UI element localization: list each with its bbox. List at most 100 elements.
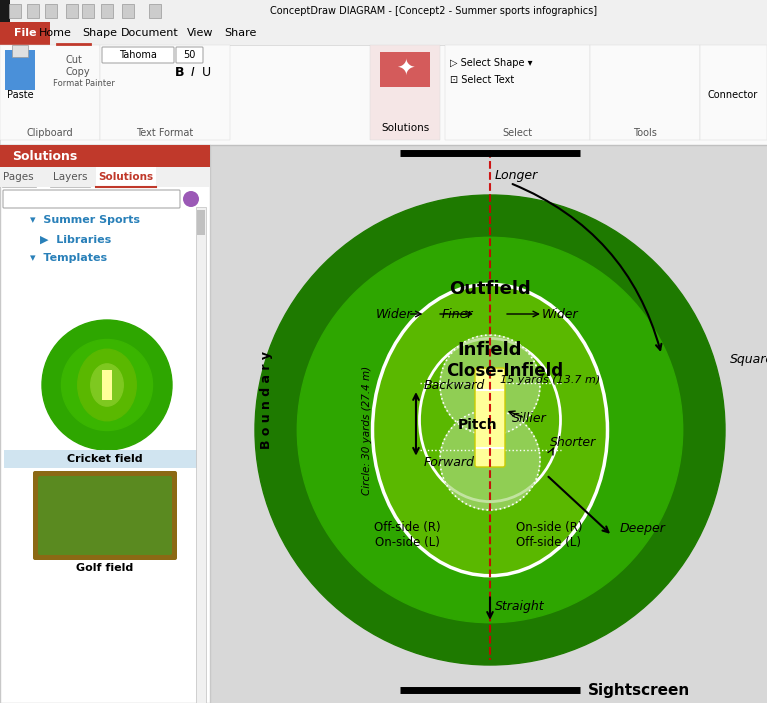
Bar — [100, 45, 230, 140]
Bar — [0, 45, 767, 145]
Text: Solutions: Solutions — [98, 172, 153, 182]
Bar — [9, 4, 21, 18]
Bar — [196, 207, 206, 703]
Text: Connector: Connector — [708, 90, 758, 100]
Text: 15 yards (13.7 m): 15 yards (13.7 m) — [500, 375, 601, 385]
Text: I: I — [191, 65, 195, 79]
Circle shape — [42, 320, 172, 450]
Text: Home: Home — [38, 29, 71, 39]
Text: Shorter: Shorter — [550, 435, 596, 449]
FancyBboxPatch shape — [475, 368, 505, 467]
Bar — [45, 4, 57, 18]
Text: Wider: Wider — [542, 307, 579, 321]
FancyBboxPatch shape — [38, 476, 172, 555]
Bar — [0, 0, 10, 22]
Text: On-side (R)
Off-side (L): On-side (R) Off-side (L) — [515, 521, 582, 549]
Bar — [0, 0, 767, 22]
Circle shape — [440, 335, 540, 435]
Circle shape — [255, 195, 725, 665]
Text: ▷ Select Shape ▾: ▷ Select Shape ▾ — [450, 58, 532, 68]
Text: Solutions: Solutions — [12, 150, 77, 162]
FancyBboxPatch shape — [176, 47, 203, 63]
Text: Squarer: Squarer — [730, 353, 767, 366]
Bar — [590, 45, 700, 140]
Bar — [0, 45, 100, 140]
Bar — [122, 4, 134, 18]
Bar — [4, 450, 202, 468]
Ellipse shape — [91, 364, 123, 406]
Text: Circle: 30 yards (27.4 m): Circle: 30 yards (27.4 m) — [363, 366, 373, 495]
Text: B: B — [175, 65, 185, 79]
Bar — [101, 4, 113, 18]
Bar — [5, 50, 35, 90]
Text: File: File — [14, 29, 36, 39]
FancyBboxPatch shape — [3, 190, 180, 208]
Text: Finer: Finer — [441, 307, 472, 321]
Text: Wider: Wider — [375, 307, 412, 321]
Bar — [0, 167, 210, 187]
Text: Sillier: Sillier — [512, 411, 547, 425]
Text: Pitch: Pitch — [458, 418, 498, 432]
Text: ⊡ Select Text: ⊡ Select Text — [450, 75, 514, 85]
Ellipse shape — [373, 284, 607, 576]
Text: Layers: Layers — [53, 172, 87, 182]
Text: Document: Document — [121, 29, 179, 39]
FancyBboxPatch shape — [102, 47, 174, 63]
Circle shape — [61, 340, 153, 430]
Text: ✦: ✦ — [396, 60, 414, 80]
Text: Select: Select — [502, 128, 532, 138]
Text: Infield: Infield — [458, 341, 522, 359]
Text: B o u n d a r y: B o u n d a r y — [260, 351, 273, 449]
Circle shape — [298, 238, 683, 623]
Ellipse shape — [77, 349, 137, 421]
Text: Cut: Cut — [65, 55, 82, 65]
Text: Solutions: Solutions — [381, 123, 429, 133]
Circle shape — [183, 191, 199, 207]
Bar — [380, 52, 430, 87]
Text: ▾  Templates: ▾ Templates — [30, 253, 107, 263]
Text: Sightscreen: Sightscreen — [588, 683, 690, 697]
Bar — [12, 45, 28, 57]
Bar — [96, 167, 156, 187]
Text: Copy: Copy — [65, 67, 90, 77]
Circle shape — [440, 410, 540, 510]
Text: Straight: Straight — [495, 600, 545, 613]
Text: Tahoma: Tahoma — [119, 50, 157, 60]
Bar — [0, 22, 767, 45]
Bar — [370, 45, 440, 140]
Text: Shape: Shape — [83, 29, 117, 39]
Text: Format Painter: Format Painter — [53, 79, 115, 89]
Text: U: U — [202, 65, 211, 79]
Bar — [27, 4, 39, 18]
Text: Share: Share — [224, 29, 256, 39]
Bar — [445, 45, 590, 140]
Bar — [0, 145, 210, 703]
Text: Tools: Tools — [633, 128, 657, 138]
Text: Longer: Longer — [495, 169, 538, 181]
Bar — [102, 370, 112, 400]
Bar — [149, 4, 161, 18]
Text: View: View — [186, 29, 213, 39]
Bar — [66, 4, 78, 18]
Text: Backward: Backward — [424, 379, 486, 392]
Bar — [197, 210, 205, 235]
Text: Pages: Pages — [3, 172, 33, 182]
Text: Off-side (R)
On-side (L): Off-side (R) On-side (L) — [374, 521, 441, 549]
Text: Outfield: Outfield — [449, 280, 531, 298]
Bar — [0, 145, 210, 167]
Text: Deeper: Deeper — [619, 522, 665, 535]
Bar — [210, 145, 767, 703]
Text: ▾  Summer Sports: ▾ Summer Sports — [30, 215, 140, 225]
Text: Forward: Forward — [424, 456, 475, 469]
Text: 50: 50 — [183, 50, 195, 60]
Bar — [700, 45, 767, 140]
FancyBboxPatch shape — [33, 471, 177, 560]
Text: ConceptDraw DIAGRAM - [Concept2 - Summer sports infographics]: ConceptDraw DIAGRAM - [Concept2 - Summer… — [270, 6, 597, 16]
Text: Text Format: Text Format — [137, 128, 193, 138]
Text: Golf field: Golf field — [77, 563, 133, 573]
Bar — [82, 4, 94, 18]
Text: Clipboard: Clipboard — [27, 128, 74, 138]
Text: Cricket field: Cricket field — [67, 454, 143, 464]
Bar — [0, 22, 50, 45]
Text: Close-Infield: Close-Infield — [446, 362, 564, 380]
